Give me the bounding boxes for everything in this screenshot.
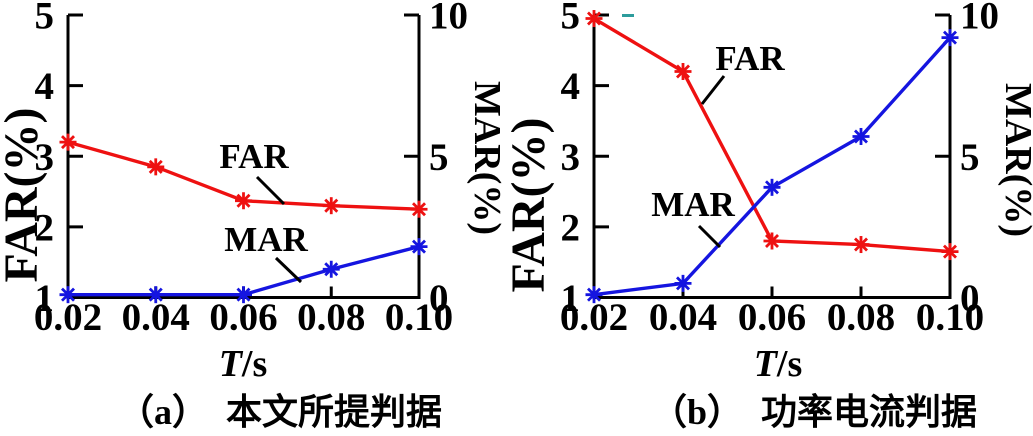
far-data-marker bbox=[941, 243, 959, 261]
marker-spoke bbox=[324, 198, 339, 213]
marker-spoke bbox=[675, 64, 691, 79]
mar-data-marker bbox=[147, 286, 165, 304]
left-axis-tick-label: 2 bbox=[561, 206, 581, 249]
far-data-marker bbox=[410, 200, 428, 218]
left-axis-tick-label: 5 bbox=[561, 0, 581, 38]
mar-data-marker bbox=[941, 29, 959, 47]
marker-spoke bbox=[675, 276, 691, 291]
annotation-mar-label: MAR bbox=[651, 185, 735, 224]
marker-spoke bbox=[764, 180, 780, 195]
marker-spoke bbox=[411, 202, 427, 217]
mar-data-marker bbox=[410, 238, 428, 256]
annotation-mar-label: MAR bbox=[224, 220, 308, 259]
far-data-marker bbox=[763, 232, 781, 250]
x-axis-title: T/s bbox=[219, 343, 268, 385]
marker-spoke bbox=[60, 287, 76, 302]
right-axis-tick-label: 10 bbox=[429, 0, 468, 38]
x-axis-tick-label: 0.06 bbox=[738, 296, 806, 339]
x-axis-tick-label: 0.04 bbox=[649, 296, 717, 339]
x-axis-tick-label: 0.10 bbox=[385, 296, 453, 339]
marker-spoke bbox=[942, 30, 958, 45]
annotation-leader-line bbox=[255, 175, 286, 206]
annotation-leader-line bbox=[274, 256, 303, 284]
marker-spoke bbox=[942, 244, 958, 259]
x-axis-tick-label: 0.08 bbox=[297, 296, 365, 339]
annotation-leader-line bbox=[700, 75, 726, 105]
marker-spoke bbox=[236, 193, 251, 208]
far-data-marker bbox=[674, 63, 692, 80]
left-axis-tick-label: 1 bbox=[35, 277, 55, 320]
far-data-marker bbox=[322, 197, 340, 215]
x-axis-title-variable: T bbox=[754, 343, 779, 385]
x-axis-title-unit: /s bbox=[776, 343, 802, 385]
far-data-marker bbox=[235, 192, 252, 210]
marker-spoke bbox=[148, 287, 163, 302]
right-axis-title: MAR(%) bbox=[466, 81, 508, 235]
left-axis-tick-label: 3 bbox=[35, 136, 55, 179]
far-data-marker bbox=[852, 236, 870, 254]
marker-spoke bbox=[411, 239, 427, 254]
far-data-marker bbox=[59, 133, 77, 151]
marker-spoke bbox=[236, 287, 251, 302]
x-axis-tick-label: 0.08 bbox=[827, 296, 895, 339]
panel-caption: （a） 本文所提判据 bbox=[118, 392, 442, 432]
left-axis-title: FAR(%) bbox=[0, 107, 48, 282]
annotation-far-label: FAR bbox=[219, 137, 289, 176]
mar-data-marker bbox=[235, 286, 252, 304]
left-axis-tick-label: 2 bbox=[35, 206, 55, 249]
panel-caption: （b） 功率电流判据 bbox=[651, 392, 977, 432]
mar-data-marker bbox=[763, 178, 781, 196]
marker-spoke bbox=[586, 287, 602, 302]
marker-spoke bbox=[853, 237, 869, 252]
left-axis-tick-label: 4 bbox=[561, 65, 581, 108]
x-axis-title-variable: T bbox=[219, 343, 244, 385]
marker-spoke bbox=[853, 129, 869, 144]
x-axis-title-unit: /s bbox=[241, 343, 267, 385]
left-axis-tick-label: 5 bbox=[35, 0, 55, 38]
right-axis-tick-label: 5 bbox=[960, 136, 980, 179]
mar-data-marker bbox=[674, 274, 692, 292]
left-axis-tick-label: 1 bbox=[561, 277, 581, 320]
right-axis-tick-label: 0 bbox=[960, 277, 980, 320]
marker-spoke bbox=[60, 135, 76, 150]
annotation-leader-line bbox=[697, 224, 722, 249]
right-axis-title: MAR(%) bbox=[997, 83, 1033, 237]
x-axis-tick-label: 0.10 bbox=[916, 296, 984, 339]
marker-spoke bbox=[764, 233, 780, 249]
mar-data-marker bbox=[322, 260, 340, 278]
right-axis-tick-label: 0 bbox=[429, 277, 449, 320]
far-data-marker bbox=[147, 158, 165, 176]
marker-spoke bbox=[148, 159, 163, 174]
far-data-marker bbox=[585, 10, 603, 28]
left-axis-tick-label: 4 bbox=[35, 65, 55, 108]
x-axis-title: T/s bbox=[754, 343, 803, 385]
left-axis-title: FAR(%) bbox=[502, 117, 555, 292]
marker-spoke bbox=[324, 262, 339, 277]
annotation-far-label: FAR bbox=[715, 39, 785, 78]
mar-data-marker bbox=[852, 127, 870, 145]
left-axis-tick-label: 3 bbox=[561, 136, 581, 179]
mar-data-marker bbox=[585, 286, 603, 304]
right-axis-tick-label: 10 bbox=[960, 0, 999, 38]
mar-data-marker bbox=[59, 286, 77, 304]
marker-spoke bbox=[586, 11, 602, 26]
right-axis-tick-label: 5 bbox=[429, 136, 449, 179]
